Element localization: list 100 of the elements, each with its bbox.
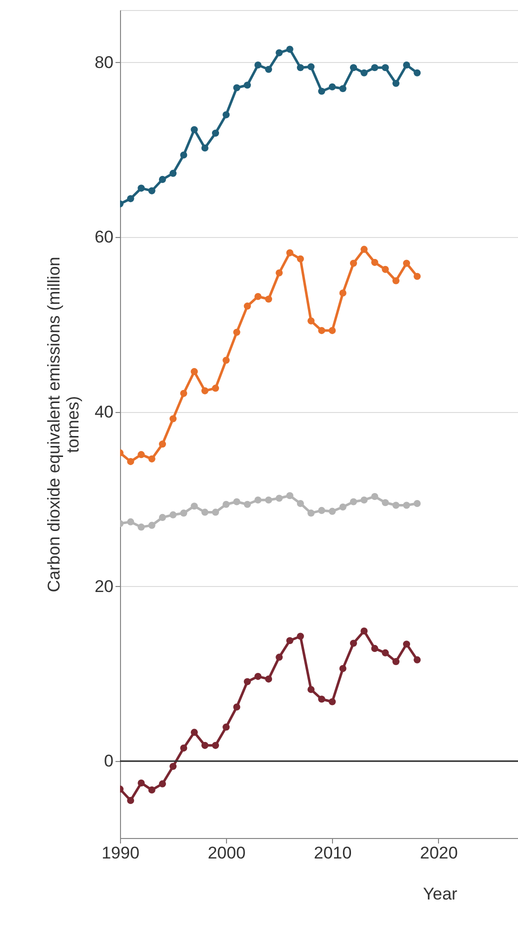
point <box>382 64 389 72</box>
point <box>201 144 208 152</box>
point <box>222 500 230 508</box>
point <box>339 289 346 297</box>
point <box>371 258 378 266</box>
point <box>138 451 145 458</box>
point <box>286 637 294 644</box>
x-tick-label: 1990 <box>102 844 140 862</box>
point <box>318 696 326 703</box>
point <box>180 151 188 159</box>
point <box>190 502 198 510</box>
point <box>382 649 389 656</box>
point <box>339 665 346 672</box>
point <box>318 327 326 334</box>
point <box>360 496 368 504</box>
point <box>265 496 272 504</box>
point <box>360 69 368 76</box>
point <box>244 82 251 89</box>
point <box>201 387 208 394</box>
point <box>127 458 134 466</box>
point <box>308 317 315 324</box>
x-tick-label: 2020 <box>420 844 458 862</box>
point <box>170 762 177 770</box>
point <box>265 296 272 303</box>
point <box>222 111 230 118</box>
x-axis-title: Year <box>422 884 458 904</box>
point <box>328 327 336 334</box>
point <box>212 384 220 392</box>
point <box>127 195 134 202</box>
point <box>286 249 294 256</box>
point <box>350 64 358 72</box>
point <box>371 492 378 500</box>
point <box>170 415 177 422</box>
y-axis-title: Carbon dioxide equivalent emissions (million tonnes) <box>44 256 83 592</box>
point <box>222 724 230 731</box>
point <box>403 502 410 509</box>
point <box>233 84 240 92</box>
point <box>339 85 346 92</box>
point <box>201 742 208 749</box>
point <box>201 508 208 516</box>
point <box>296 500 304 508</box>
point <box>339 503 346 511</box>
point <box>296 632 304 640</box>
point <box>222 356 230 364</box>
point <box>286 492 294 500</box>
point <box>350 498 358 506</box>
point <box>190 126 198 134</box>
point <box>414 272 421 280</box>
point <box>318 88 326 95</box>
point <box>382 499 389 506</box>
point <box>392 277 400 284</box>
point <box>148 786 156 794</box>
point <box>371 64 378 72</box>
point <box>308 686 315 694</box>
x-tick-label: 2000 <box>208 844 246 862</box>
y-tick-label: 20 <box>94 576 114 596</box>
point <box>127 518 134 526</box>
point <box>158 440 166 448</box>
point <box>382 266 389 273</box>
point <box>233 703 240 711</box>
point <box>254 61 262 69</box>
point <box>180 510 188 517</box>
point <box>392 80 400 87</box>
point <box>308 63 315 70</box>
point <box>148 187 156 194</box>
point <box>371 644 378 652</box>
point <box>158 514 166 521</box>
point <box>244 678 251 686</box>
point <box>350 260 358 267</box>
point <box>212 130 220 137</box>
point <box>360 246 368 253</box>
point <box>328 698 336 706</box>
point <box>286 46 294 53</box>
point <box>138 779 145 787</box>
y-tick-label: 60 <box>94 228 114 247</box>
point <box>328 508 336 515</box>
point <box>148 522 156 529</box>
point <box>212 508 220 516</box>
point <box>414 500 421 508</box>
point <box>138 184 145 192</box>
point <box>190 728 198 736</box>
point <box>318 506 326 514</box>
point <box>158 780 166 788</box>
point <box>392 658 400 666</box>
point <box>190 368 198 376</box>
point <box>276 49 283 56</box>
point <box>233 498 240 506</box>
y-tick-label: 80 <box>94 52 114 72</box>
point <box>244 302 251 310</box>
point <box>276 494 283 502</box>
point <box>127 796 134 804</box>
y-tick-label: 0 <box>104 752 114 771</box>
point <box>180 744 188 752</box>
point <box>403 260 410 267</box>
point <box>392 502 400 509</box>
point <box>350 640 358 647</box>
point <box>265 66 272 73</box>
point <box>254 672 262 680</box>
point <box>138 524 145 531</box>
point <box>158 176 166 183</box>
